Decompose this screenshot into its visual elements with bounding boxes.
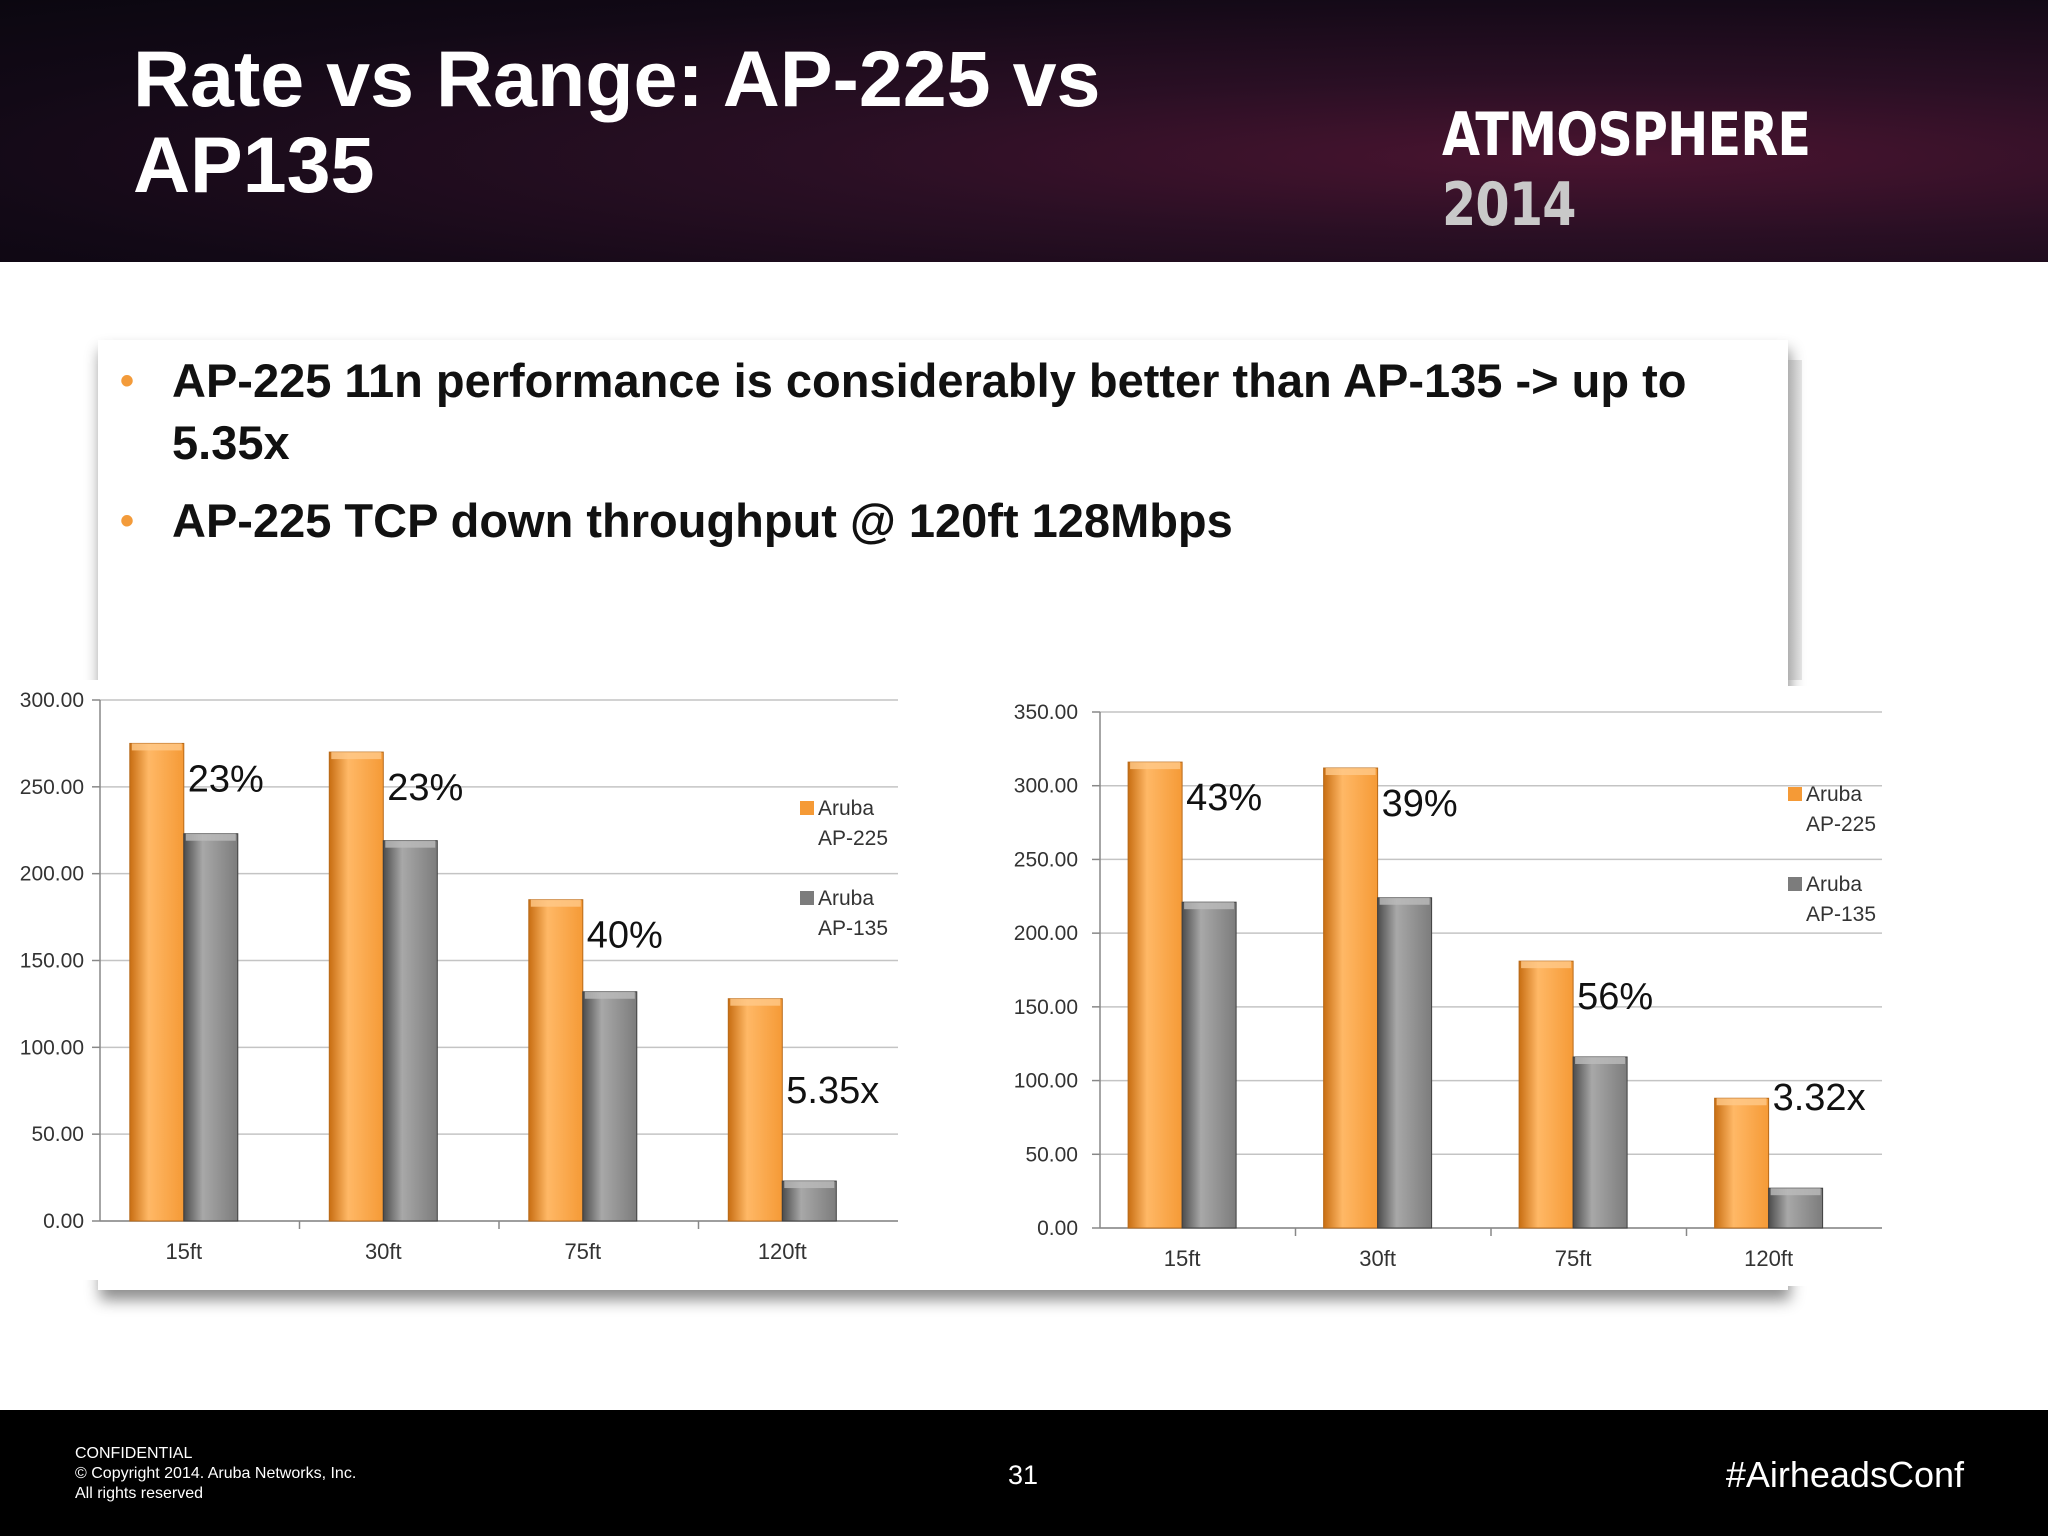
card-edge (1788, 360, 1802, 680)
data-annotation: 39% (1382, 783, 1458, 825)
bar-ap135 (582, 991, 638, 1222)
bar-chart-left: 0.00 50.00 100.00 150.00 200.00 250.00 300.00 1… (20, 689, 898, 1264)
bullet-item: • AP-225 TCP down throughput @ 120ft 128M… (120, 490, 1780, 552)
bullet-dot-icon: • (120, 359, 135, 403)
bar-ap225 (528, 899, 584, 1222)
legend-label: Aruba (1806, 873, 1862, 896)
legend-label: AP-225 (1806, 813, 1876, 836)
y-tick-label: 300.00 (1014, 775, 1078, 798)
y-tick-label: 100.00 (1014, 1070, 1078, 1093)
bar-cap (1770, 1188, 1821, 1196)
y-tick-label: 0.00 (1037, 1217, 1078, 1240)
bar-chart-right: 0.00 50.00 100.00 150.00 200.00 250.00 300.00 3… (1014, 701, 1882, 1271)
data-annotation: 23% (188, 758, 264, 800)
data-annotation: 5.35x (786, 1070, 879, 1112)
brand-main: ATMOSPHERE (1442, 100, 1811, 170)
bullet-item: • AP-225 11n performance is considerably … (120, 350, 1780, 474)
confidential-notice: CONFIDENTIAL © Copyright 2014. Aruba Net… (75, 1444, 356, 1504)
data-annotation: 40% (587, 915, 663, 957)
bar-cap (331, 752, 382, 760)
bar-ap225 (1323, 767, 1379, 1229)
bar-cap (1379, 897, 1430, 905)
y-tick-label: 0.00 (43, 1210, 84, 1233)
slide-title: Rate vs Range: AP-225 vs AP135 (133, 34, 1101, 209)
bar-cap (1521, 961, 1572, 969)
x-tick-label: 75ft (1555, 1246, 1592, 1271)
confidential-label: CONFIDENTIAL (75, 1445, 193, 1462)
y-tick-label: 50.00 (1025, 1143, 1078, 1166)
legend-label: Aruba (818, 887, 874, 910)
bar-cap (185, 833, 236, 841)
bullet-dot-icon: • (120, 499, 135, 543)
y-tick-label: 150.00 (1014, 996, 1078, 1019)
bar-ap135 (1377, 897, 1433, 1229)
legend-swatch (1788, 787, 1802, 801)
bullet-text: AP-225 11n performance is considerably b… (172, 354, 1687, 469)
y-tick-label: 250.00 (20, 776, 84, 799)
legend-swatch (800, 801, 814, 815)
bar-cap (1575, 1056, 1626, 1064)
y-tick-label: 350.00 (1014, 701, 1078, 724)
bar-cap (385, 840, 436, 848)
x-tick-label: 120ft (1744, 1246, 1793, 1271)
copyright-text: © Copyright 2014. Aruba Networks, Inc. (75, 1465, 357, 1482)
data-annotation: 43% (1186, 777, 1262, 819)
x-tick-label: 15ft (165, 1239, 202, 1264)
bar-cap (1130, 762, 1181, 770)
legend-label: Aruba (1806, 783, 1862, 806)
bar-ap225 (727, 998, 783, 1222)
x-tick-label: 30ft (1359, 1246, 1396, 1271)
brand-year: 2014 (1442, 170, 1576, 240)
legend-swatch (800, 891, 814, 905)
bar-cap (730, 998, 781, 1006)
y-tick-label: 150.00 (20, 950, 84, 973)
bar-ap135 (1181, 901, 1237, 1229)
bar-cap (131, 743, 182, 751)
bar-ap225 (1127, 761, 1183, 1229)
bullet-list: • AP-225 11n performance is considerably … (120, 350, 1780, 568)
bar-cap (1716, 1098, 1767, 1106)
hashtag: #AirheadsConf (1725, 1454, 1964, 1495)
legend-label: AP-225 (818, 827, 888, 850)
bar-cap (784, 1181, 835, 1189)
page-number: 31 (1008, 1460, 1039, 1490)
y-tick-label: 50.00 (31, 1123, 84, 1146)
y-tick-label: 300.00 (20, 689, 84, 712)
x-tick-label: 120ft (758, 1239, 807, 1264)
y-tick-label: 100.00 (20, 1036, 84, 1059)
legend-label: AP-135 (1806, 903, 1876, 926)
y-tick-label: 200.00 (20, 863, 84, 886)
bullet-text: AP-225 TCP down throughput @ 120ft 128Mb… (172, 494, 1233, 547)
x-tick-label: 30ft (365, 1239, 402, 1264)
slide-footer: CONFIDENTIAL © Copyright 2014. Aruba Net… (0, 1410, 2048, 1536)
chart-panel-right: 0.00 50.00 100.00 150.00 200.00 250.00 300.00 3… (990, 686, 1910, 1286)
rights-text: All rights reserved (75, 1485, 204, 1502)
bar-ap135 (382, 840, 438, 1222)
x-tick-label: 15ft (1164, 1246, 1201, 1271)
slide-header: Rate vs Range: AP-225 vs AP135 ATMOSPHER… (0, 0, 2048, 262)
x-tick-label: 75ft (564, 1239, 601, 1264)
legend-label: Aruba (818, 797, 874, 820)
bar-cap (1184, 902, 1235, 910)
bar-cap (530, 899, 581, 907)
y-tick-label: 250.00 (1014, 848, 1078, 871)
data-annotation: 23% (387, 767, 463, 809)
bar-ap135 (1572, 1056, 1628, 1229)
bar-cap (1325, 768, 1376, 776)
bar-ap225 (1518, 960, 1574, 1229)
atmosphere-logo: ATMOSPHERE 2014 (1442, 100, 1939, 240)
y-tick-label: 200.00 (1014, 922, 1078, 945)
chart-panel-left: 0.00 50.00 100.00 150.00 200.00 250.00 300.00 1… (0, 680, 920, 1280)
bar-ap225 (328, 751, 384, 1222)
bar-ap135 (183, 833, 239, 1222)
legend-label: AP-135 (818, 917, 888, 940)
legend-swatch (1788, 877, 1802, 891)
data-annotation: 3.32x (1773, 1077, 1866, 1119)
data-annotation: 56% (1577, 976, 1653, 1018)
bar-cap (584, 991, 635, 999)
bar-ap225 (1714, 1097, 1770, 1229)
bar-ap225 (129, 742, 185, 1222)
